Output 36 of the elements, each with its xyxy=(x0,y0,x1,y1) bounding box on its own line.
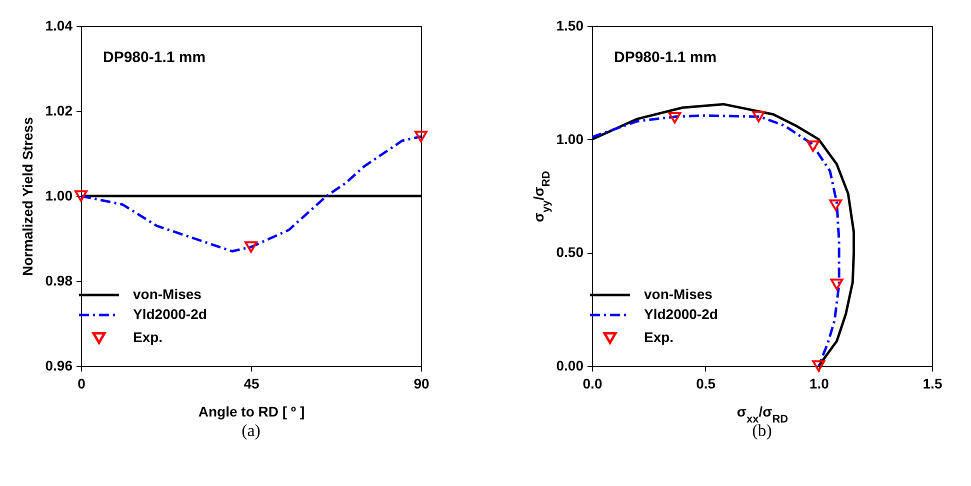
x-tick-label: 0 xyxy=(78,376,86,392)
point xyxy=(830,278,844,290)
y-tick-label: 0.00 xyxy=(556,358,584,374)
point xyxy=(806,140,820,152)
point xyxy=(244,241,258,253)
annotation: DP980-1.1 mm xyxy=(614,49,717,66)
x-tick-label: 0.0 xyxy=(582,376,602,392)
x-axis-title: Angle to RD [ º ] xyxy=(198,404,305,420)
point xyxy=(829,199,842,211)
text: (a) xyxy=(242,421,260,440)
legend-label: Exp. xyxy=(133,329,163,345)
y-tick-label: 0.50 xyxy=(556,244,584,260)
x-tick-label: 1.5 xyxy=(922,376,942,392)
legend-label: Exp. xyxy=(644,329,674,345)
y-tick-label: 0.98 xyxy=(45,272,73,288)
y-tick-label: 1.02 xyxy=(45,102,73,118)
y-axis-title: Normalized Yield Stress xyxy=(19,116,36,276)
legend-label: Yld2000-2d xyxy=(644,306,718,322)
point xyxy=(74,190,88,202)
legend-label: von-Mises xyxy=(133,286,202,302)
x-tick-label: 90 xyxy=(414,376,430,392)
y-tick-label: 1.50 xyxy=(556,18,584,34)
y-tick-label: 0.96 xyxy=(45,358,73,374)
legend-label: Yld2000-2d xyxy=(133,306,207,322)
annotation: DP980-1.1 mm xyxy=(103,49,206,66)
y-tick-label: 1.00 xyxy=(556,130,584,147)
y-tick-label: 1.00 xyxy=(45,188,73,204)
point xyxy=(668,112,682,124)
point xyxy=(752,110,766,122)
legend-label: von-Mises xyxy=(644,286,713,302)
x-tick-label: 0.5 xyxy=(696,376,716,392)
x-tick-label: 1.0 xyxy=(809,376,830,392)
x-tick-label: 45 xyxy=(244,376,260,392)
y-tick-label: 1.04 xyxy=(45,18,73,34)
point xyxy=(812,360,826,372)
point xyxy=(414,130,428,142)
